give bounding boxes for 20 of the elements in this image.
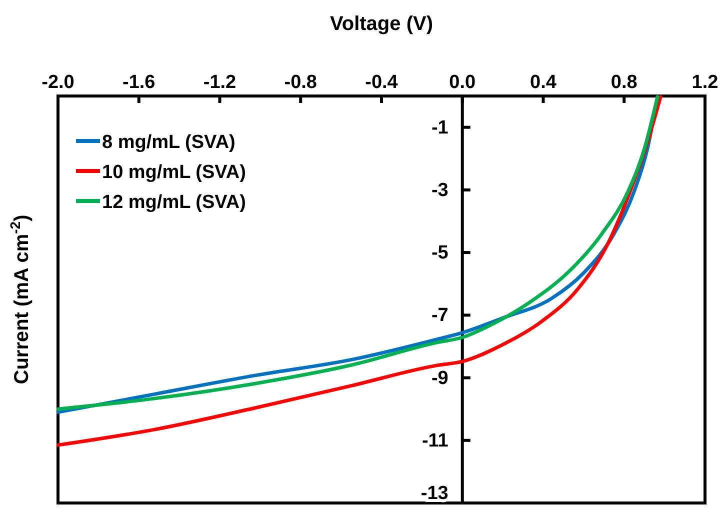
x-tick-label: -1.2	[203, 72, 236, 93]
x-tick-label: 0.0	[449, 72, 476, 93]
x-tick-label: -0.8	[284, 72, 317, 93]
y-tick-label: -5	[431, 242, 449, 264]
legend-label: 12 mg/mL (SVA)	[102, 192, 246, 213]
y-tick-label: -9	[431, 368, 448, 389]
legend-label: 8 mg/mL (SVA)	[102, 132, 236, 153]
legend-label: 10 mg/mL (SVA)	[102, 162, 246, 183]
y-tick-label: -7	[431, 305, 448, 326]
x-tick-label: 0.4	[530, 72, 557, 93]
y-tick-label: -11	[422, 430, 449, 452]
x-tick-label: -2.0	[42, 72, 74, 93]
y-tick-label: -3	[431, 180, 448, 202]
x-tick-label: -0.4	[365, 72, 398, 93]
x-tick-label: -1.6	[122, 72, 156, 93]
y-tick-label: -1	[431, 117, 449, 138]
x-tick-label: 0.8	[610, 72, 638, 93]
x-axis-title: Voltage (V)	[330, 13, 433, 35]
y-tick-label: -13	[420, 483, 448, 504]
x-tick-label: 1.2	[692, 72, 718, 93]
